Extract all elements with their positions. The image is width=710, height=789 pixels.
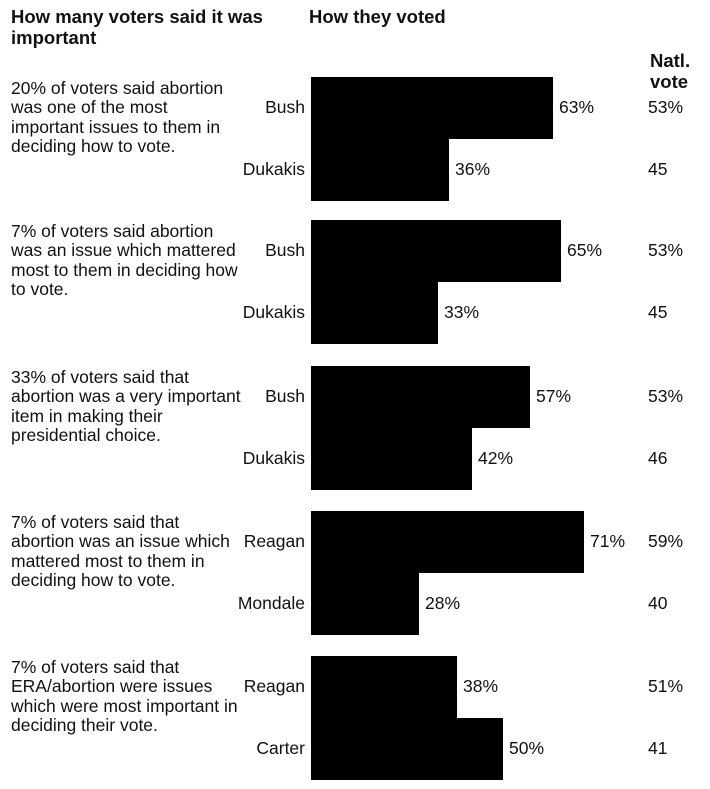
header-how-many: How many voters said it was important	[11, 6, 263, 48]
natl-vote-value: 46	[648, 448, 668, 468]
bar-value-label: 57%	[536, 386, 572, 406]
natl-vote-value: 59%	[648, 531, 684, 551]
natl-vote-value: 51%	[648, 676, 684, 696]
bar-value-label: 71%	[590, 531, 626, 551]
bar-value-label: 33%	[444, 302, 480, 322]
natl-vote-value: 53%	[648, 97, 684, 117]
candidate-label: Reagan	[243, 531, 305, 551]
natl-vote-value: 53%	[648, 386, 684, 406]
group-description: 7% of voters said that abortion was an i…	[11, 512, 230, 590]
header-natl-vote: Natl. vote	[650, 50, 691, 92]
group-description: 33% of voters said that abortion was a v…	[11, 367, 241, 445]
bar-bush	[311, 366, 530, 428]
candidate-label: Mondale	[237, 593, 305, 613]
candidate-label: Carter	[256, 738, 305, 758]
candidate-label: Bush	[265, 386, 305, 406]
candidate-label: Bush	[265, 97, 305, 117]
natl-vote-value: 45	[648, 159, 668, 179]
bar-value-label: 65%	[567, 240, 603, 260]
bar-value-label: 38%	[463, 676, 499, 696]
bar-value-label: 42%	[478, 448, 514, 468]
bar-dukakis	[311, 139, 449, 201]
bar-mondale	[311, 573, 419, 635]
bar-carter	[311, 718, 503, 780]
bar-bush	[311, 220, 561, 282]
group-description: 7% of voters said abortion was an issue …	[11, 221, 238, 299]
natl-vote-value: 53%	[648, 240, 684, 260]
group-description: 20% of voters said abortion was one of t…	[11, 78, 224, 156]
natl-vote-value: 40	[648, 593, 668, 613]
bar-reagan	[311, 656, 457, 718]
header-how-voted: How they voted	[309, 6, 446, 27]
bar-dukakis	[311, 282, 438, 344]
bar-value-label: 28%	[425, 593, 461, 613]
candidate-label: Dukakis	[242, 302, 305, 322]
candidate-label: Dukakis	[242, 448, 305, 468]
natl-vote-value: 45	[648, 302, 668, 322]
bar-bush	[311, 77, 553, 139]
bar-value-label: 63%	[559, 97, 595, 117]
group-description: 7% of voters said that ERA/abortion were…	[11, 657, 238, 735]
bar-value-label: 50%	[509, 738, 545, 758]
candidate-label: Dukakis	[242, 159, 305, 179]
bar-value-label: 36%	[455, 159, 491, 179]
bar-reagan	[311, 511, 584, 573]
bar-dukakis	[311, 428, 472, 490]
natl-vote-value: 41	[648, 738, 668, 758]
candidate-label: Reagan	[243, 676, 305, 696]
candidate-label: Bush	[265, 240, 305, 260]
